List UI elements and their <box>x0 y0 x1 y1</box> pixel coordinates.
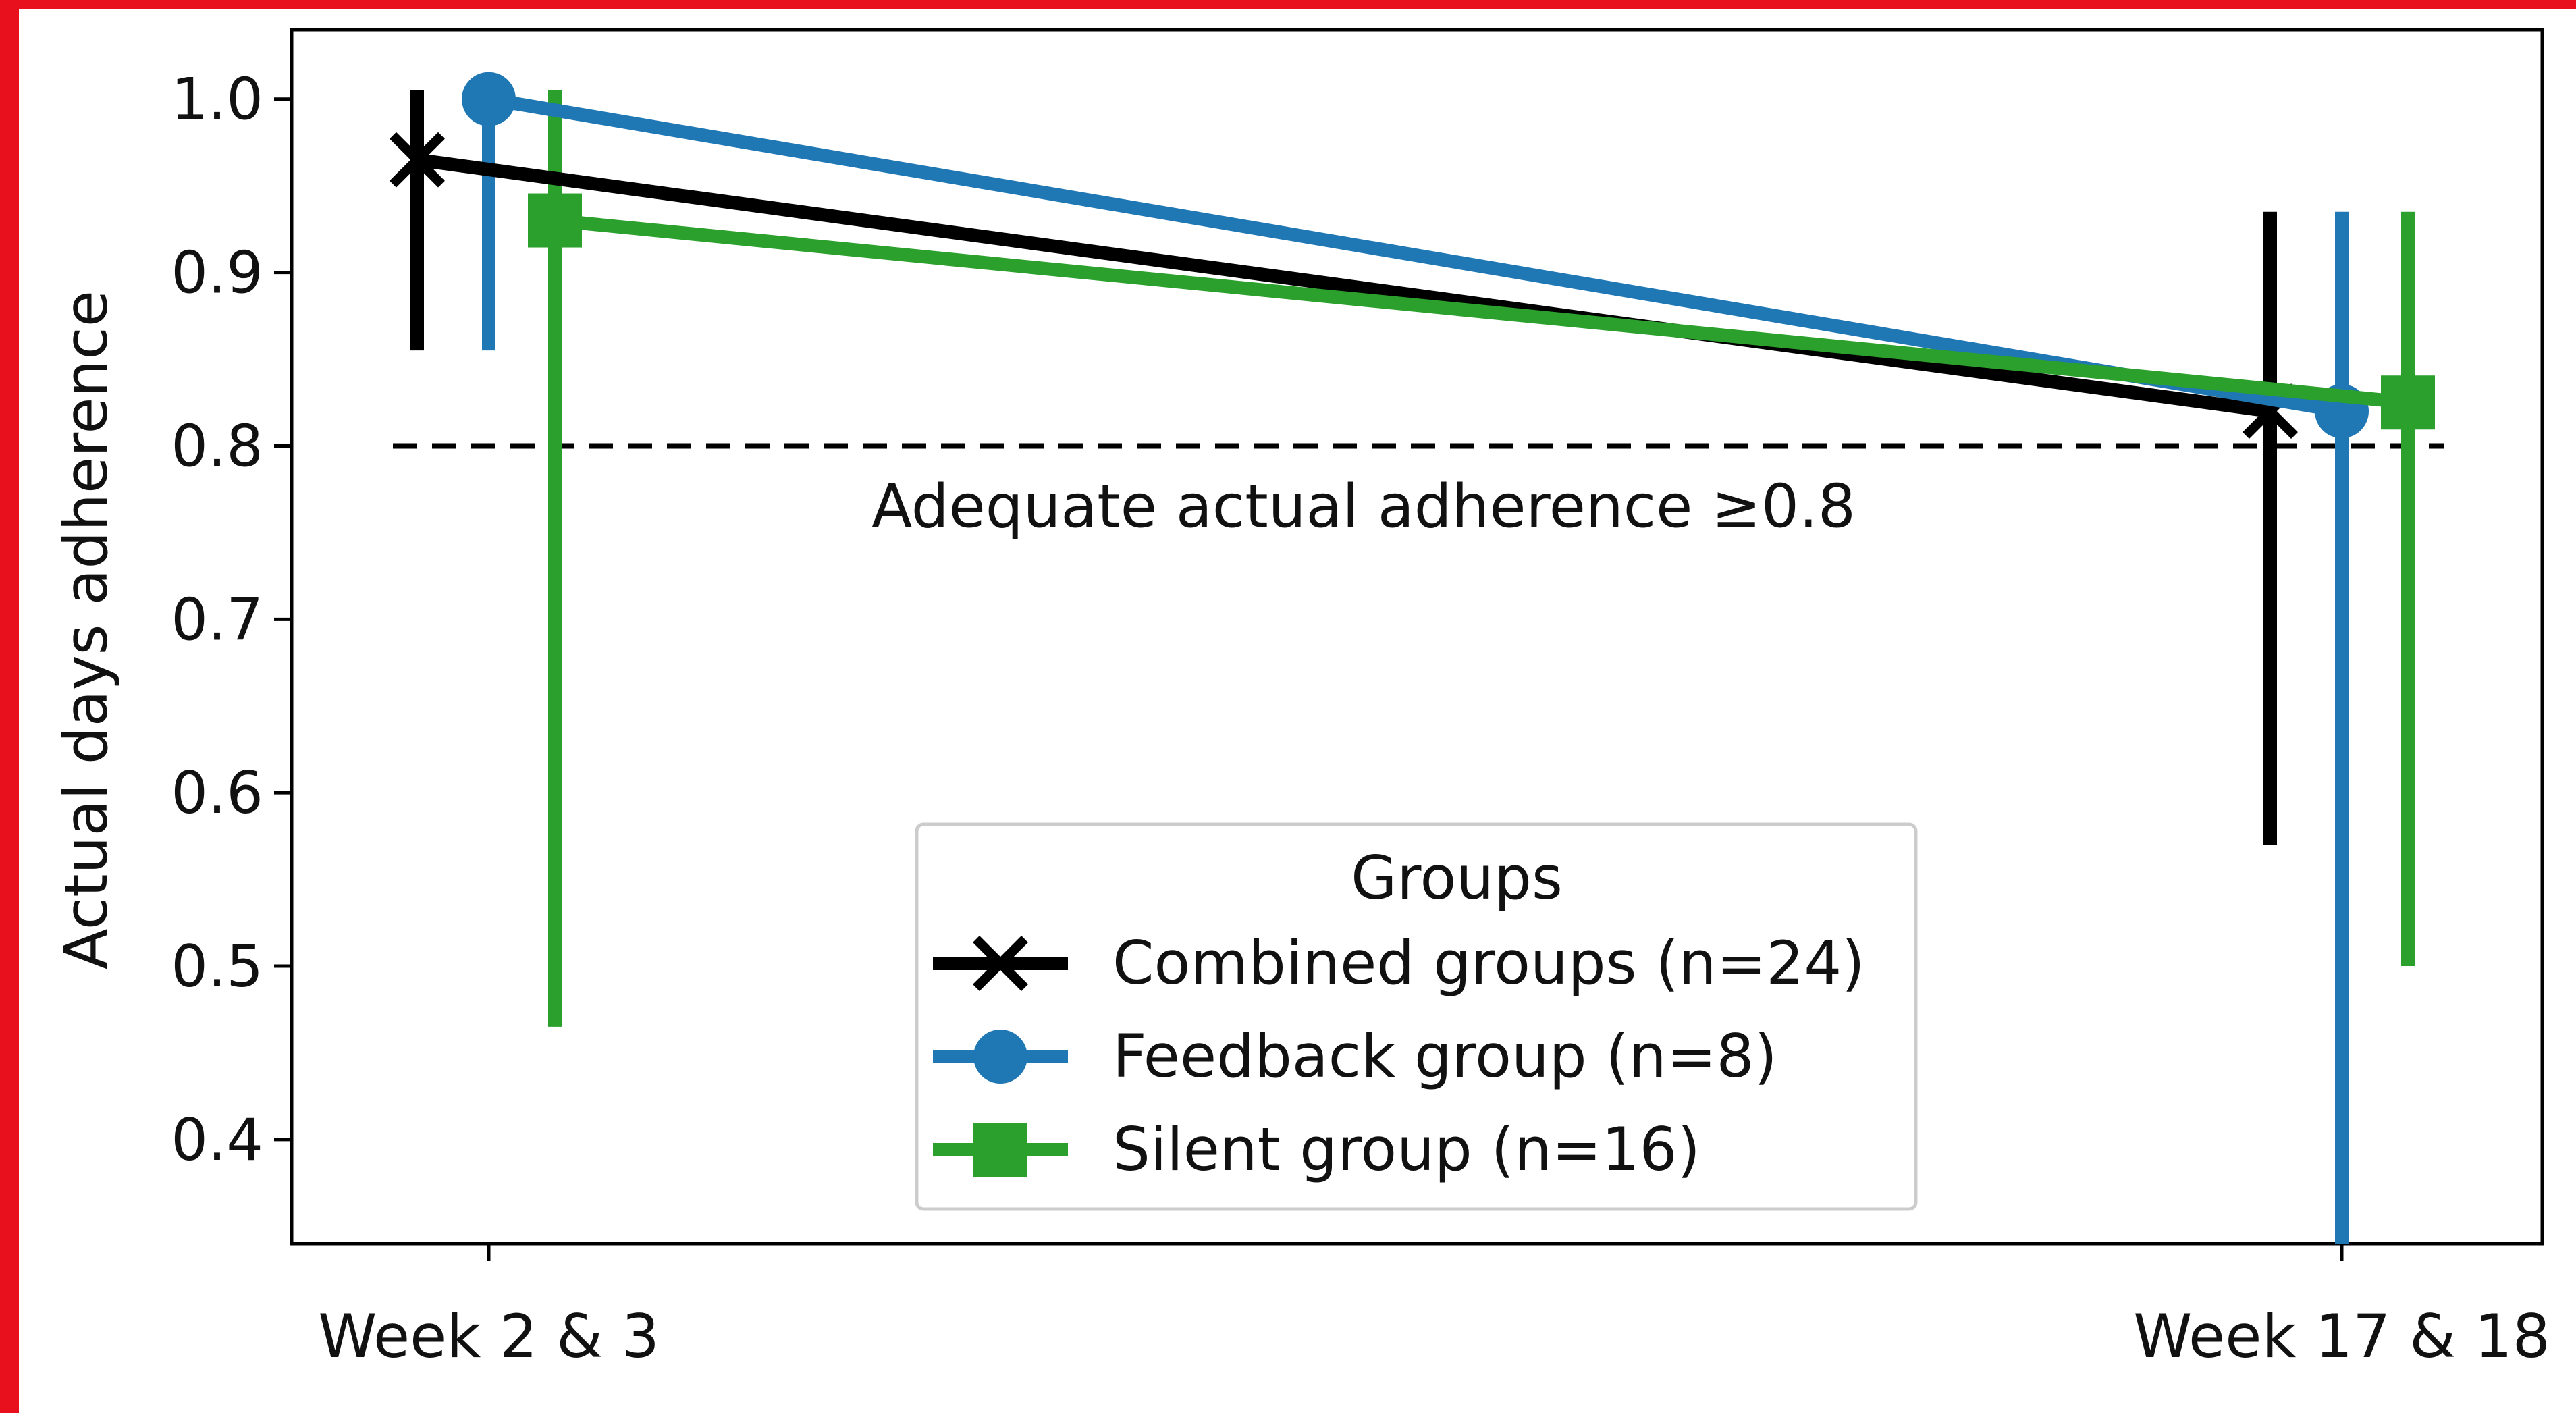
y-tick-label-7: 1.0 <box>171 66 263 134</box>
legend-box <box>915 822 1918 1211</box>
series-line-group-1 <box>390 132 2298 439</box>
y-tick-label-6: 0.9 <box>171 240 263 307</box>
legend-swatch-marker-1 <box>973 936 1028 991</box>
reference-line-label: Adequate actual adherence ≥0.8 <box>871 471 1856 541</box>
legend-item-2: Feedback group (n=8) <box>933 1021 1777 1091</box>
marker-2-1 <box>462 72 516 126</box>
y-tick-label-1: 0.4 <box>171 1107 263 1174</box>
legend-label-3: Silent group (n=16) <box>1112 1115 1700 1184</box>
series-line-1 <box>416 153 2272 418</box>
series-line-3 <box>554 213 2409 410</box>
marker-3-2 <box>2381 375 2435 430</box>
marker-3-1 <box>528 193 582 248</box>
series-line-group-3 <box>528 193 2435 430</box>
series-2 <box>482 99 2349 1244</box>
legend-swatch-marker-2 <box>973 1030 1027 1084</box>
y-tick-label-5: 0.8 <box>171 412 263 480</box>
legend-title: Groups <box>1351 843 1563 913</box>
y-tick-label-3: 0.6 <box>171 759 263 827</box>
y-tick-label-4: 0.7 <box>171 586 263 654</box>
x-tick-label-1: Week 2 & 3 <box>318 1302 660 1371</box>
legend-item-1: Combined groups (n=24) <box>933 928 1865 998</box>
marker-1-1-stroke-2 <box>390 132 445 188</box>
plot-area-frame <box>290 28 2544 1246</box>
legend-item-3: Silent group (n=16) <box>933 1115 1700 1184</box>
legend-label-1: Combined groups (n=24) <box>1112 928 1865 998</box>
legend-label-2: Feedback group (n=8) <box>1112 1021 1777 1091</box>
legend-swatch-marker-3 <box>973 1123 1027 1177</box>
y-tick-label-2: 0.5 <box>171 933 263 1001</box>
y-axis-label: Actual days adherence <box>51 290 121 969</box>
legend-swatch-marker-1-stroke-2 <box>973 936 1028 991</box>
series-1 <box>410 90 2277 845</box>
x-tick-label-2: Week 17 & 18 <box>2133 1302 2550 1371</box>
marker-1-1 <box>390 132 445 188</box>
